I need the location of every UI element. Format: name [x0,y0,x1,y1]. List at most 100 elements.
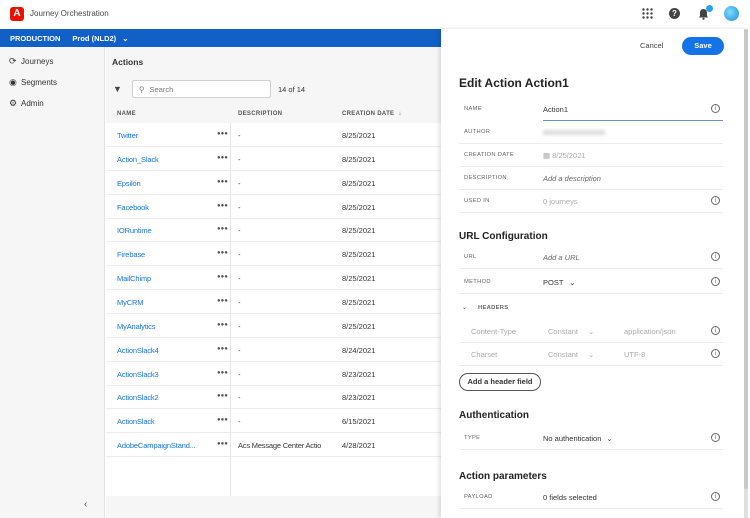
calendar-icon: ▦ [543,151,551,160]
column-name[interactable]: NAME [117,111,136,117]
table-row[interactable]: Epsilon ●●● - 8/25/2021 [106,171,441,195]
method-dropdown[interactable]: POST ⌄ [543,278,576,287]
action-name-link[interactable]: MyAnalytics [117,321,156,331]
table-row[interactable]: MyAnalytics ●●● - 8/25/2021 [106,314,441,338]
more-options-icon[interactable]: ●●● [217,369,228,376]
journeys-icon: ⟳ [9,56,17,66]
action-creation-date: 8/25/2021 [342,297,376,307]
result-count: 14 of 14 [278,85,306,94]
chevron-down-icon: ⌄ [462,305,468,311]
url-input[interactable]: Add a URL [543,253,580,262]
action-name-link[interactable]: ActionSlack [117,417,155,427]
apps-grid-icon[interactable] [641,8,654,21]
search-input[interactable]: ⚲ Search [132,80,271,98]
more-options-icon[interactable]: ●●● [217,178,228,185]
table-row[interactable]: Action_Slack ●●● - 8/25/2021 [106,147,441,171]
column-description[interactable]: DESCRIPTION [238,111,283,117]
action-name-link[interactable]: ActionSlack3 [117,369,159,379]
description-input[interactable]: Add a description [543,174,601,183]
action-name-link[interactable]: Action_Slack [117,154,159,164]
scrollbar[interactable] [744,29,748,518]
action-name-link[interactable]: Epsilon [117,178,141,188]
action-name-link[interactable]: Facebook [117,202,149,212]
table-row[interactable]: Firebase ●●● - 8/25/2021 [106,242,441,267]
sandbox-switcher[interactable]: Prod (NLD2) ⌄ [72,34,128,43]
action-creation-date: 8/25/2021 [342,154,376,164]
save-button[interactable]: Save [682,37,724,55]
help-icon[interactable]: ? [669,8,680,19]
filter-icon[interactable]: ▼ [113,84,122,94]
chevron-down-icon: ⌄ [569,278,576,287]
table-row[interactable]: ActionSlack4 ●●● - 8/24/2021 [106,338,441,362]
field-label: METHOD [464,279,491,285]
header-value[interactable]: application/json [624,327,676,336]
info-icon[interactable]: i [711,326,720,335]
scrollbar-thumb[interactable] [744,29,748,489]
add-header-field-button[interactable]: Add a header field [459,373,541,391]
panel-title: Edit Action Action1 [459,76,569,90]
auth-type-field: TYPE No authentication ⌄ i [459,427,723,450]
payload-value[interactable]: 0 fields selected [543,493,597,502]
more-options-icon[interactable]: ●●● [217,417,228,424]
sandbox-name: Prod (NLD2) [72,33,117,43]
more-options-icon[interactable]: ●●● [217,274,228,281]
action-name-link[interactable]: MyCRM [117,297,144,307]
more-options-icon[interactable]: ●●● [217,393,228,400]
sidebar-item-admin[interactable]: ⚙ Admin [0,93,104,114]
table-row[interactable]: MyCRM ●●● - 8/25/2021 [106,290,441,314]
more-options-icon[interactable]: ●●● [217,250,228,257]
info-icon[interactable]: i [711,492,720,501]
cancel-button[interactable]: Cancel [640,41,664,50]
table-row[interactable]: Facebook ●●● - 8/25/2021 [106,195,441,219]
sidebar: ⟳ Journeys ◉ Segments ⚙ Admin ‹ [0,47,105,518]
more-options-icon[interactable]: ●●● [217,297,228,304]
headers-toggle[interactable]: ⌄ HEADERS [459,297,723,320]
header-value[interactable]: UTF-8 [624,350,646,359]
used-in-field: USED IN 0 journeys i [459,190,723,213]
author-field: AUTHOR [459,121,723,144]
header-type-dropdown[interactable]: Constant ⌄ [548,327,594,336]
info-icon[interactable]: i [711,349,720,358]
table-header: NAME DESCRIPTION CREATION DATE ↓ [106,105,441,123]
more-options-icon[interactable]: ●●● [217,441,228,448]
action-name-link[interactable]: ActionSlack4 [117,345,159,355]
bell-icon[interactable] [697,5,713,21]
auth-type-dropdown[interactable]: No authentication ⌄ [543,434,613,443]
info-icon[interactable]: i [711,433,720,442]
name-input[interactable]: Action1 [543,105,569,114]
info-icon[interactable]: i [711,196,720,205]
more-options-icon[interactable]: ●●● [217,345,228,352]
table-row[interactable]: AdobeCampaignStand... ●●● Acs Message Cent… [106,433,441,458]
more-options-icon[interactable]: ●●● [217,321,228,328]
more-options-icon[interactable]: ●●● [217,154,228,161]
action-name-link[interactable]: AdobeCampaignStand... [117,441,196,451]
more-options-icon[interactable]: ●●● [217,131,228,137]
info-icon[interactable]: i [711,277,720,286]
action-name-link[interactable]: IORuntime [117,226,152,236]
action-name-link[interactable]: Twitter [117,131,139,140]
action-name-link[interactable]: Firebase [117,250,145,260]
avatar[interactable] [724,6,739,21]
more-options-icon[interactable]: ●●● [217,202,228,209]
info-icon[interactable]: i [711,104,720,113]
table-row[interactable]: ActionSlack2 ●●● - 8/23/2021 [106,385,441,410]
action-creation-date: 8/25/2021 [342,274,376,284]
action-name-link[interactable]: ActionSlack2 [117,393,159,403]
sidebar-item-segments[interactable]: ◉ Segments [0,72,104,93]
page-title: Actions [112,57,144,67]
header-name[interactable]: Content-Type [471,327,517,336]
column-creation-date[interactable]: CREATION DATE ↓ [342,111,402,117]
collapse-sidebar-icon[interactable]: ‹ [84,499,88,510]
info-icon[interactable]: i [711,252,720,261]
table-row[interactable]: IORuntime ●●● - 8/25/2021 [106,218,441,243]
table-row[interactable]: ActionSlack3 ●●● - 8/23/2021 [106,362,441,386]
table-row[interactable]: MailChimp ●●● - 8/25/2021 [106,266,441,291]
bell-shape [699,9,708,20]
action-name-link[interactable]: MailChimp [117,274,152,284]
header-type-dropdown[interactable]: Constant ⌄ [548,350,594,359]
sidebar-item-journeys[interactable]: ⟳ Journeys [0,51,104,72]
header-name[interactable]: Charset [471,350,498,359]
table-row[interactable]: Twitter ●●● - 8/25/2021 [106,123,441,147]
table-row[interactable]: ActionSlack ●●● - 6/15/2021 [106,409,441,434]
more-options-icon[interactable]: ●●● [217,226,228,233]
